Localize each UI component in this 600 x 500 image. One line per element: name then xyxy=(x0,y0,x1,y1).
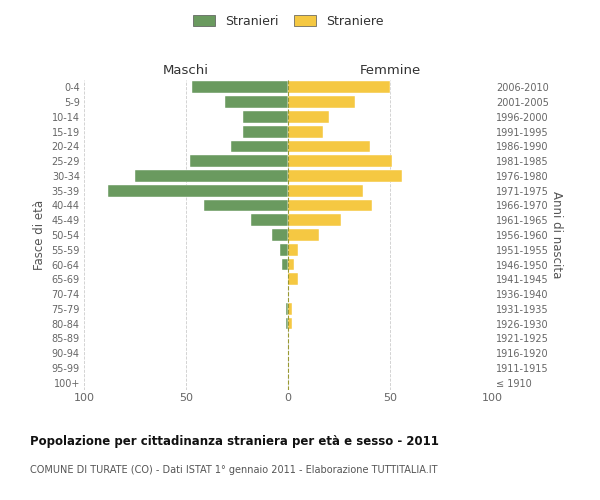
Bar xyxy=(288,82,390,94)
Text: Popolazione per cittadinanza straniera per età e sesso - 2011: Popolazione per cittadinanza straniera p… xyxy=(30,435,439,448)
Bar xyxy=(190,156,288,167)
Bar xyxy=(288,126,323,138)
Bar xyxy=(288,274,298,285)
Y-axis label: Anni di nascita: Anni di nascita xyxy=(550,192,563,278)
Bar xyxy=(282,258,288,270)
Bar xyxy=(251,214,288,226)
Bar xyxy=(109,185,288,196)
Bar xyxy=(272,229,288,241)
Bar xyxy=(288,185,364,196)
Text: Maschi: Maschi xyxy=(163,64,209,77)
Bar xyxy=(243,126,288,138)
Bar xyxy=(288,244,298,256)
Bar xyxy=(225,96,288,108)
Text: Femmine: Femmine xyxy=(359,64,421,77)
Bar xyxy=(135,170,288,182)
Bar xyxy=(243,111,288,123)
Y-axis label: Fasce di età: Fasce di età xyxy=(33,200,46,270)
Text: COMUNE DI TURATE (CO) - Dati ISTAT 1° gennaio 2011 - Elaborazione TUTTITALIA.IT: COMUNE DI TURATE (CO) - Dati ISTAT 1° ge… xyxy=(30,465,437,475)
Bar xyxy=(192,82,288,94)
Bar xyxy=(280,244,288,256)
Bar xyxy=(288,229,319,241)
Bar xyxy=(288,170,402,182)
Bar xyxy=(205,200,288,211)
Bar xyxy=(288,303,292,314)
Bar xyxy=(288,111,329,123)
Bar xyxy=(288,200,371,211)
Bar xyxy=(286,303,288,314)
Bar xyxy=(288,214,341,226)
Bar xyxy=(231,140,288,152)
Legend: Stranieri, Straniere: Stranieri, Straniere xyxy=(189,11,387,32)
Bar xyxy=(288,96,355,108)
Bar xyxy=(288,156,392,167)
Bar xyxy=(288,258,294,270)
Bar xyxy=(288,318,292,330)
Bar xyxy=(286,318,288,330)
Bar xyxy=(288,140,370,152)
